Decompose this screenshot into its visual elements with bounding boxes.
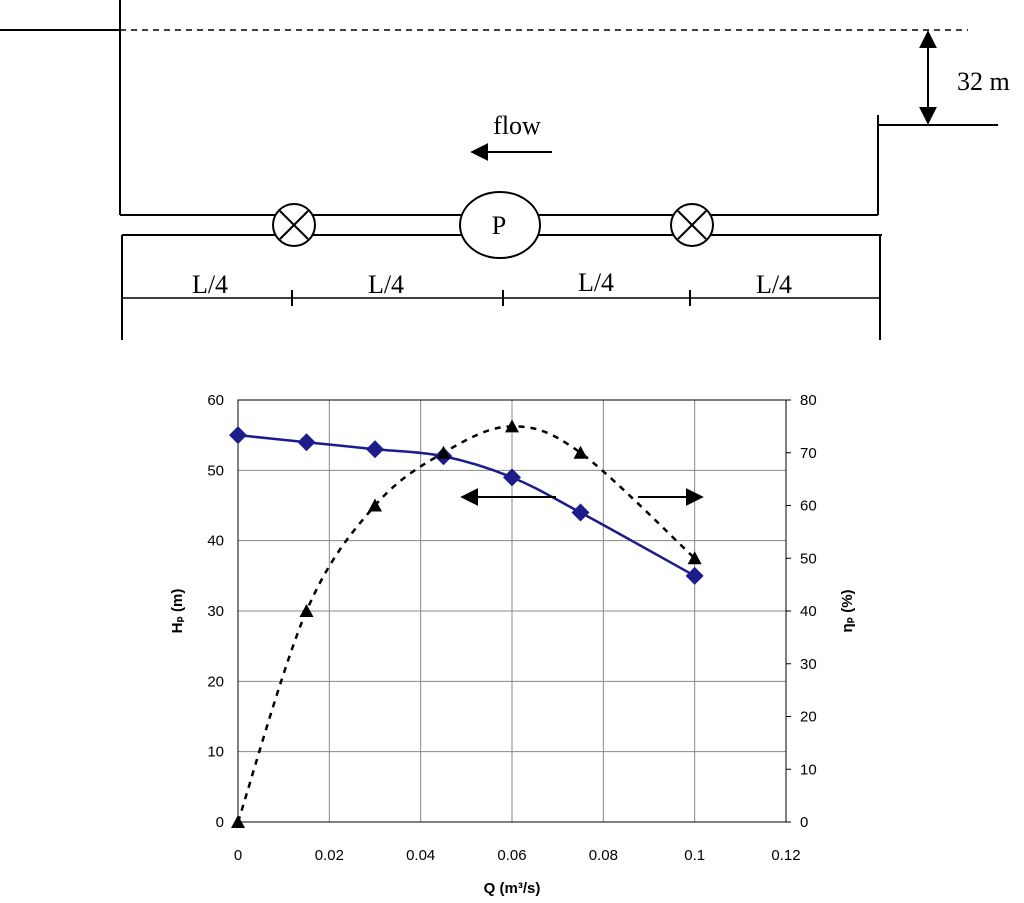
x-tick-label: 0.08 bbox=[589, 847, 618, 864]
y2-tick-label: 40 bbox=[800, 603, 817, 620]
point bbox=[229, 426, 247, 445]
plot-frame bbox=[237, 399, 787, 823]
point bbox=[571, 503, 590, 522]
point bbox=[297, 433, 316, 452]
y2-tick-label: 80 bbox=[800, 392, 817, 409]
point bbox=[368, 498, 382, 512]
segment-label: L/4 bbox=[756, 270, 792, 299]
point bbox=[436, 445, 451, 459]
y-tick-label: 20 bbox=[207, 673, 224, 690]
point bbox=[573, 445, 588, 459]
x-tick-label: 0.02 bbox=[315, 847, 344, 864]
y2-tick-label: 20 bbox=[800, 709, 817, 726]
x-tick-label: 0.12 bbox=[771, 847, 800, 864]
y2-tick-label: 0 bbox=[800, 814, 808, 831]
x-tick-label: 0.1 bbox=[684, 847, 705, 864]
point bbox=[685, 566, 704, 585]
y-tick-label: 10 bbox=[207, 744, 224, 761]
y2-tick-label: 70 bbox=[800, 445, 817, 462]
flow-label: flow bbox=[493, 111, 541, 140]
segment-label: L/4 bbox=[368, 270, 404, 299]
y2-axis-title: ηₚ (%) bbox=[839, 589, 856, 632]
x-axis-title: Q (m³/s) bbox=[484, 880, 541, 897]
y-tick-label: 50 bbox=[207, 462, 224, 479]
chart: 0 0.02 0.04 0.06 0.08 0.1 0.120102030405060010… bbox=[207, 392, 816, 864]
point bbox=[503, 468, 521, 487]
point bbox=[687, 551, 702, 565]
x-tick-label: 0.04 bbox=[406, 847, 435, 864]
y2-tick-label: 30 bbox=[800, 656, 817, 673]
y-tick-label: 0 bbox=[216, 814, 224, 831]
y-tick-label: 30 bbox=[207, 603, 224, 620]
x-tick-label: 0 bbox=[234, 847, 242, 864]
height-label: 32 m bbox=[957, 67, 1010, 96]
system-diagram bbox=[0, 0, 998, 340]
y2-tick-label: 60 bbox=[800, 498, 817, 515]
segment-label: L/4 bbox=[578, 268, 614, 297]
valve bbox=[272, 203, 316, 247]
point bbox=[366, 440, 384, 459]
y2-tick-label: 50 bbox=[800, 550, 817, 567]
valve bbox=[670, 203, 714, 247]
series-line bbox=[236, 425, 696, 823]
point bbox=[299, 604, 314, 617]
y-tick-label: 60 bbox=[207, 392, 224, 409]
pump bbox=[459, 191, 541, 259]
pump-label: P bbox=[492, 211, 506, 240]
series-line bbox=[237, 433, 696, 577]
segment-label: L/4 bbox=[192, 270, 228, 299]
point bbox=[231, 815, 245, 828]
point bbox=[505, 419, 519, 433]
y-axis-title: Hₚ (m) bbox=[169, 589, 186, 634]
y-tick-label: 40 bbox=[207, 533, 224, 550]
x-tick-label: 0.06 bbox=[497, 847, 526, 864]
y2-tick-label: 10 bbox=[800, 761, 817, 778]
